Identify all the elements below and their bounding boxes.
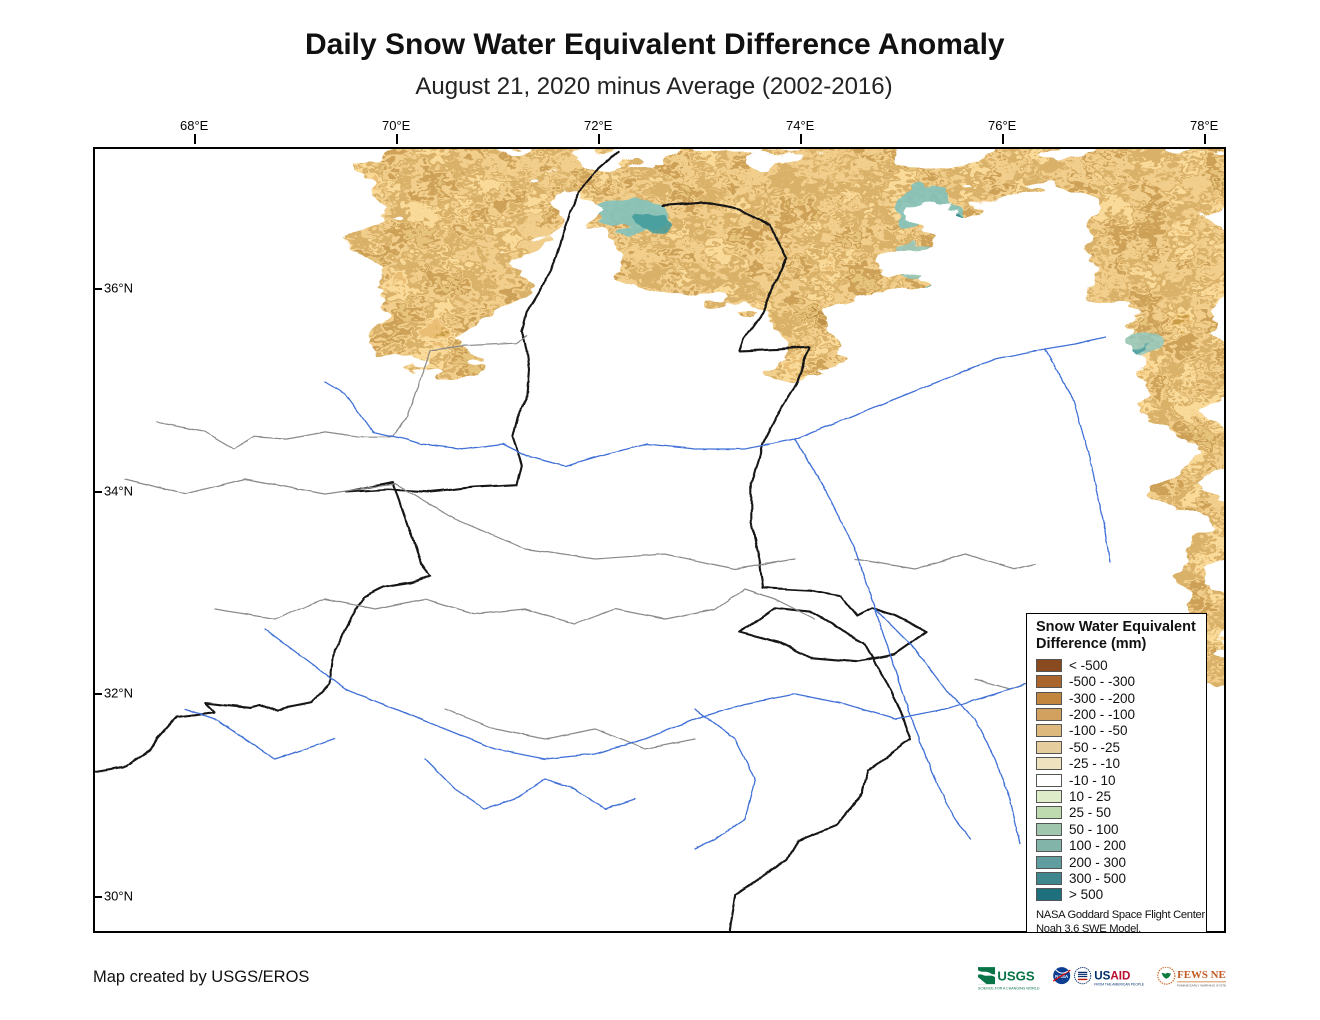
svg-text:FEWS NET: FEWS NET xyxy=(1177,969,1226,981)
svg-text:FAMINE EARLY WARNING SYSTEMS N: FAMINE EARLY WARNING SYSTEMS NETWORK xyxy=(1177,983,1226,987)
svg-text:SCIENCE FOR A CHANGING WORLD: SCIENCE FOR A CHANGING WORLD xyxy=(978,987,1040,991)
svg-text:USGS: USGS xyxy=(997,968,1035,983)
svg-text:USAID: USAID xyxy=(1094,970,1130,983)
svg-text:FROM THE AMERICAN PEOPLE: FROM THE AMERICAN PEOPLE xyxy=(1094,983,1145,987)
